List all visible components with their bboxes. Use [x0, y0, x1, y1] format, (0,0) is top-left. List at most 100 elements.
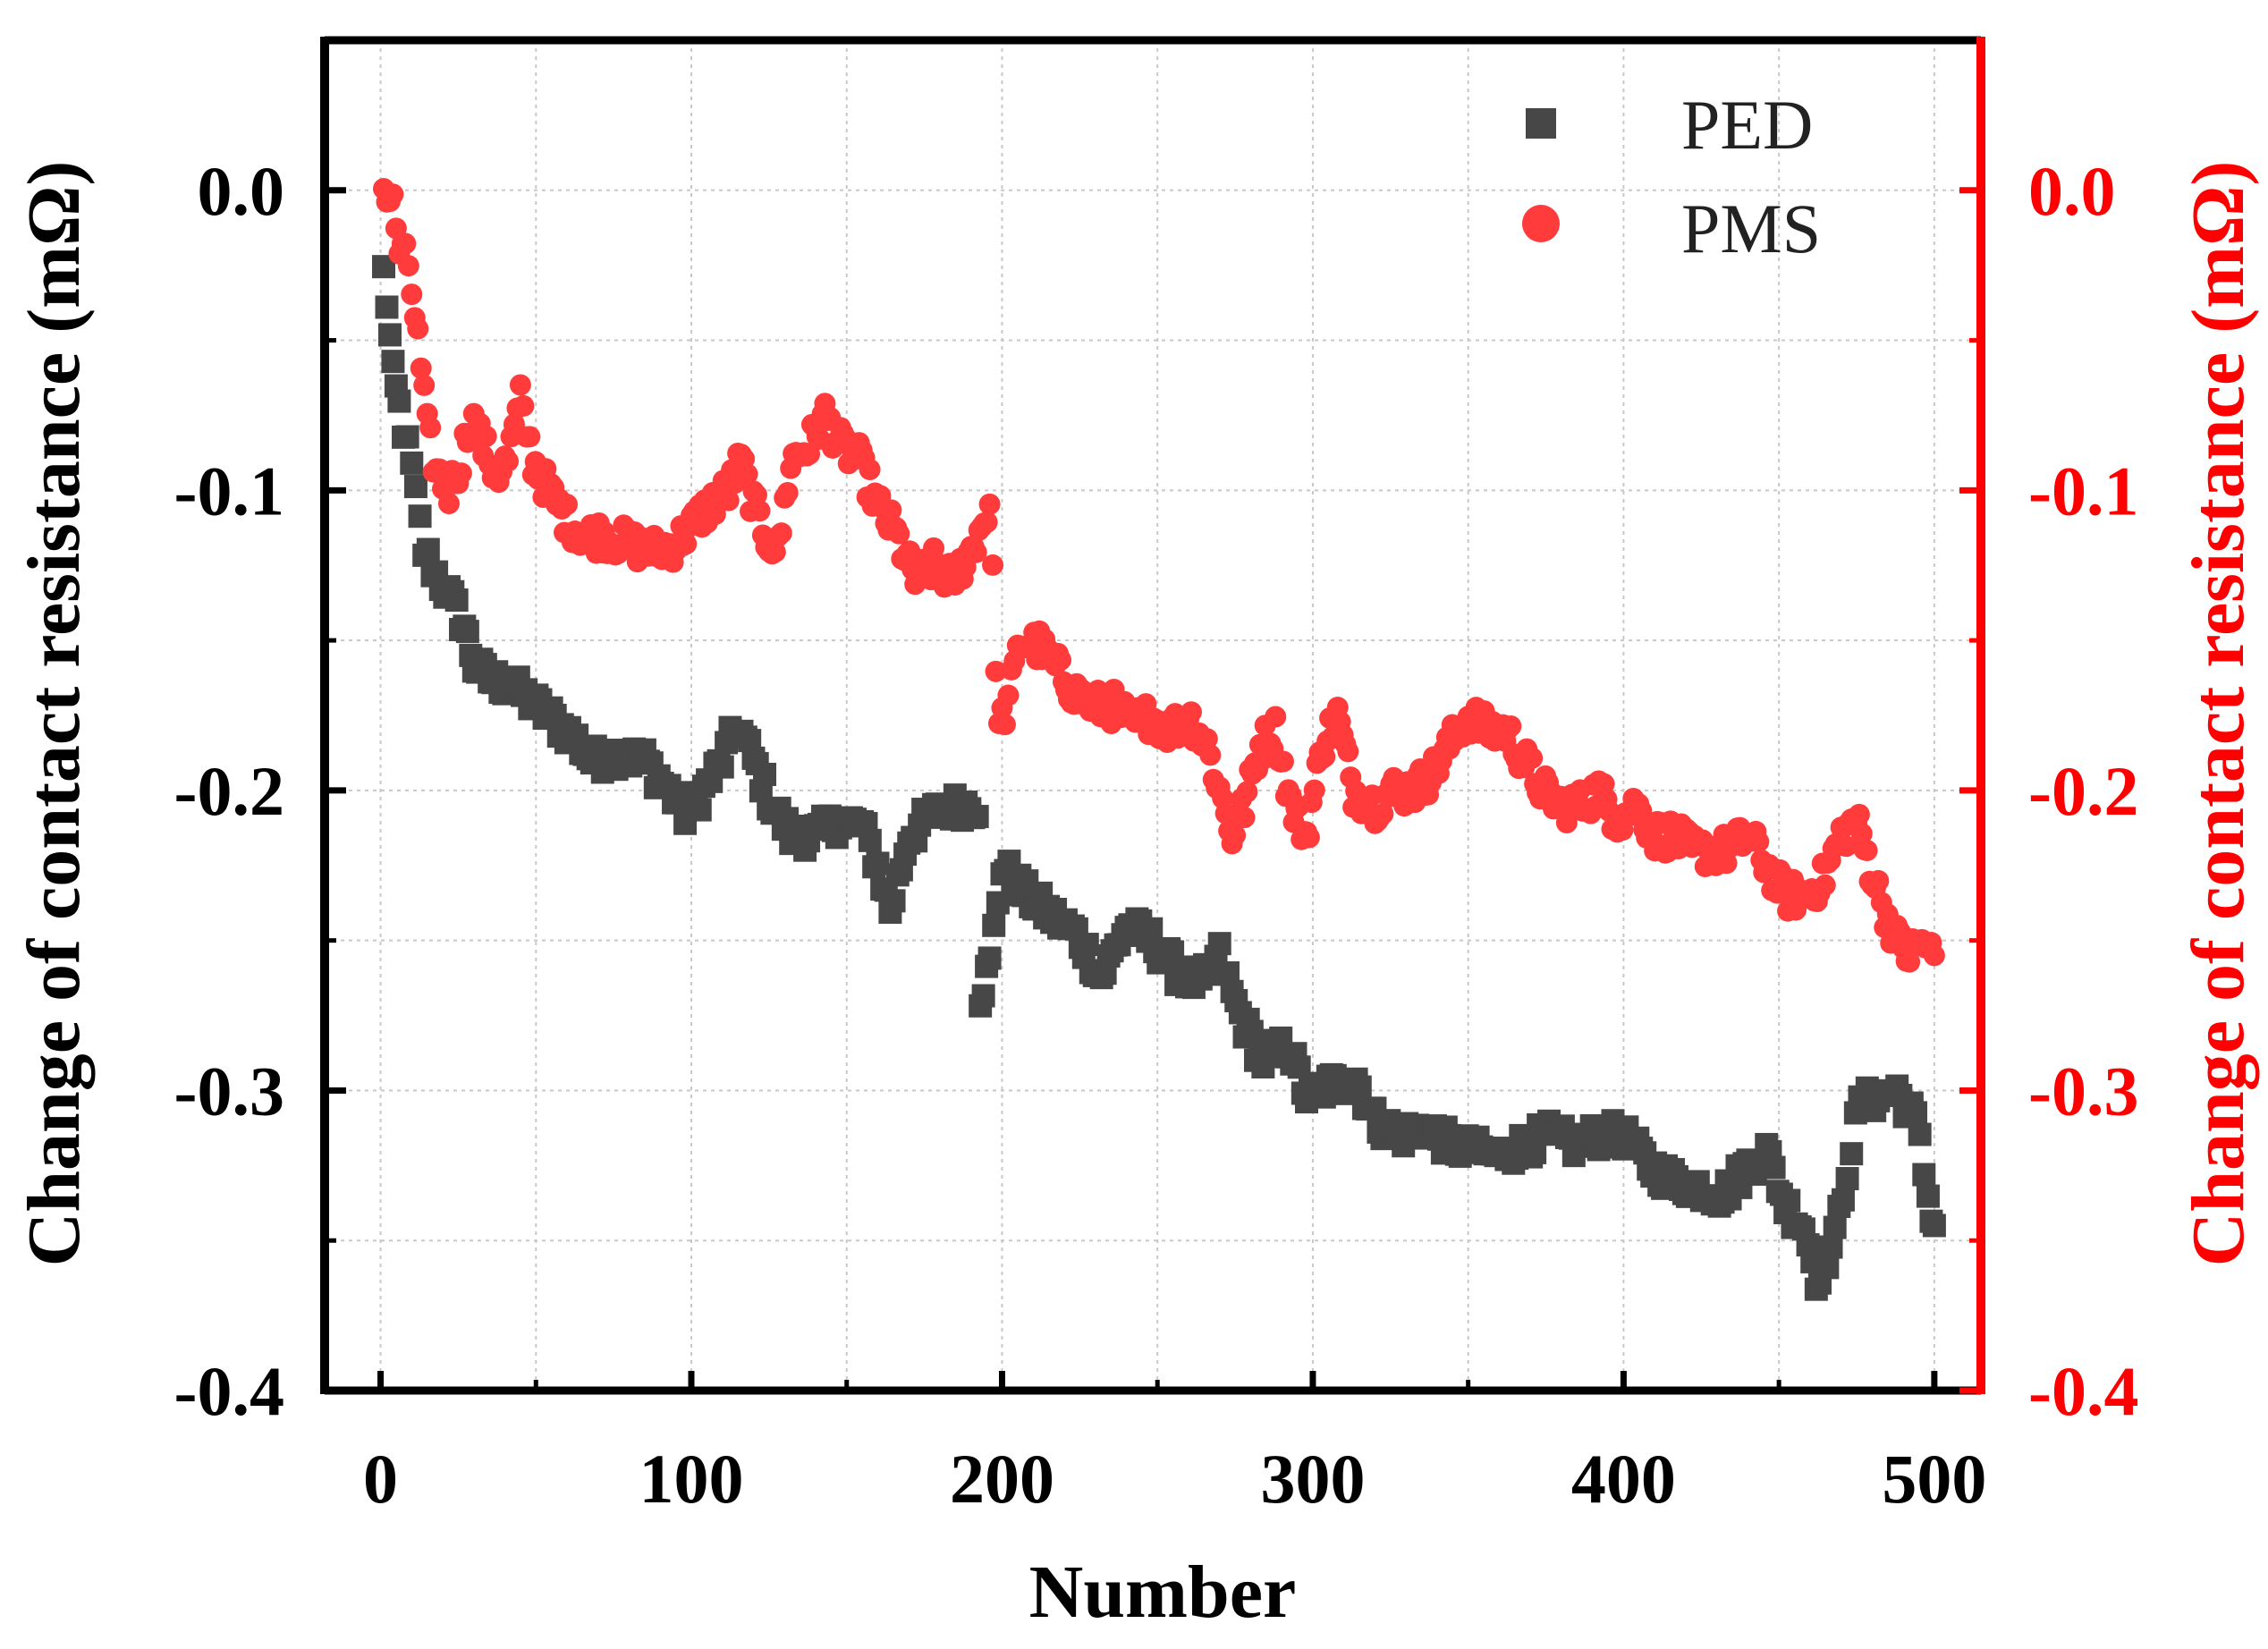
pms-point	[985, 660, 1007, 682]
plot-frame	[320, 36, 1985, 1395]
pms-point	[880, 499, 902, 521]
ped-point	[965, 805, 989, 829]
ped-point	[1075, 933, 1099, 957]
pms-point	[419, 417, 442, 439]
y-tick-label-left: 0.0	[198, 152, 285, 230]
ped-point	[408, 504, 432, 529]
x-tick-label: 400	[1571, 1440, 1676, 1518]
pms-point	[1337, 740, 1359, 763]
pms-point	[1272, 750, 1294, 773]
y-tick-label-left: -0.3	[174, 1052, 284, 1129]
ped-point	[377, 323, 402, 347]
pms-point	[1233, 807, 1256, 829]
axis-ticks: 0 100 200 300 400 500 0.0 0.0 -0.1 -0.1 -0.2 -0.2 -0…	[174, 152, 2139, 1518]
pms-point	[413, 374, 436, 396]
pms-point	[1748, 831, 1770, 853]
y-tick-label-right: -0.1	[2028, 452, 2138, 529]
ped-point	[977, 946, 1002, 970]
y-tick-label-right: -0.2	[2028, 752, 2138, 830]
pms-point	[736, 463, 758, 486]
ped-point	[395, 425, 419, 449]
pms-point	[1899, 951, 1921, 973]
ped-point	[1348, 1075, 1372, 1099]
pms-point	[1265, 706, 1287, 728]
x-tick-label: 100	[639, 1440, 744, 1518]
ped-point	[1139, 917, 1164, 941]
ped-point	[982, 913, 1006, 937]
pms-point	[1500, 715, 1522, 738]
pms-point	[770, 522, 792, 545]
ped-point	[971, 984, 995, 1008]
series-ped	[372, 255, 1946, 1301]
ped-point	[1762, 1155, 1786, 1180]
y-tick-label-left: -0.4	[174, 1352, 284, 1430]
ped-point	[1916, 1184, 1940, 1208]
pms-point	[497, 450, 520, 472]
ped-point	[375, 295, 399, 319]
pms-point	[556, 494, 579, 516]
pms-point	[776, 481, 799, 503]
pms-point	[1814, 874, 1836, 896]
pms-point	[1923, 944, 1945, 967]
ped-point	[1819, 1235, 1843, 1259]
pms-point	[976, 511, 998, 533]
ped-point	[710, 755, 734, 779]
legend-label-ped: PED	[1681, 86, 1813, 164]
pms-point	[1303, 779, 1325, 801]
pms-point	[764, 541, 786, 563]
pms-point	[407, 317, 429, 340]
pms-point	[888, 522, 910, 545]
ped-point	[400, 451, 424, 475]
pms-point	[1298, 826, 1320, 849]
ped-point	[1912, 1163, 1936, 1187]
y-axis-title-left: Change of contact resistance (mΩ)	[13, 161, 96, 1267]
pms-point	[1835, 835, 1858, 858]
ped-point	[866, 851, 890, 875]
x-axis-title: Number	[1029, 1551, 1297, 1634]
pms-point	[450, 462, 472, 485]
pms-point	[1521, 747, 1544, 769]
pms-point	[1598, 800, 1621, 823]
pms-point	[382, 183, 404, 206]
pms-point	[437, 493, 460, 515]
ped-point	[1835, 1167, 1859, 1191]
ped-point	[858, 828, 882, 852]
ped-point	[1922, 1213, 1946, 1238]
pms-point	[475, 425, 497, 447]
ped-point	[1815, 1256, 1840, 1280]
y-tick-label-left: -0.1	[174, 452, 284, 529]
pms-point	[799, 443, 821, 465]
pms-point	[1050, 649, 1072, 672]
pms-point	[401, 283, 423, 306]
pms-point	[410, 357, 432, 379]
legend-marker-ped	[1526, 108, 1556, 139]
pms-point	[1867, 869, 1890, 892]
ped-point	[381, 350, 405, 374]
series-pms	[373, 178, 1945, 973]
pms-point	[978, 493, 1001, 515]
pms-point	[675, 533, 698, 555]
ped-point	[882, 889, 906, 913]
pms-point	[749, 500, 771, 522]
ped-point	[387, 389, 411, 413]
ped-point	[444, 588, 469, 613]
ped-point	[753, 762, 777, 786]
pms-point	[997, 684, 1020, 706]
ped-point	[1777, 1188, 1801, 1213]
pms-point	[1630, 799, 1653, 822]
pms-point	[1236, 781, 1258, 803]
pms-point	[509, 374, 531, 396]
ped-point	[1823, 1215, 1847, 1239]
ped-point	[1840, 1142, 1864, 1166]
ped-point	[1831, 1188, 1855, 1212]
x-tick-label: 500	[1882, 1440, 1986, 1518]
y-tick-label-right: -0.3	[2028, 1052, 2138, 1129]
pms-point	[1372, 803, 1394, 825]
pms-point	[1850, 823, 1873, 845]
ped-point	[416, 537, 440, 562]
pms-point	[982, 554, 1004, 576]
pms-point	[745, 484, 767, 506]
pms-point	[394, 233, 417, 255]
legend-marker-pms	[1522, 205, 1560, 242]
